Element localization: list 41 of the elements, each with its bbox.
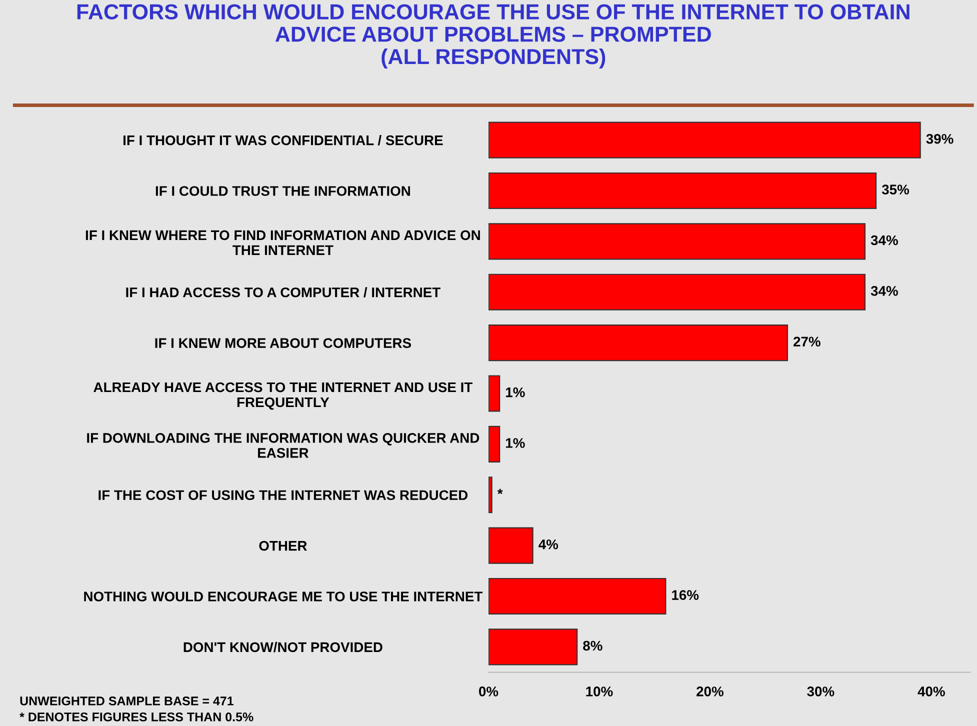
bar	[488, 628, 578, 666]
bar	[488, 527, 534, 564]
data-label: 8%	[583, 640, 602, 651]
bar	[488, 172, 877, 210]
y-tick-label: OTHER	[259, 540, 307, 551]
y-tick-label: IF I HAD ACCESS TO A COMPUTER / INTERNET	[126, 287, 440, 298]
y-tick-label: IF THE COST OF USING THE INTERNET WAS REDUCED	[98, 490, 468, 500]
data-label: 1%	[506, 387, 525, 398]
x-tick-label: 10%	[586, 686, 613, 696]
y-tick-label: IF DOWNLOADING THE INFORMATION WAS QUICKER AND EASIER	[87, 433, 480, 458]
x-tick-label: 0%	[479, 686, 498, 696]
y-tick-label: NOTHING WOULD ENCOURAGE ME TO USE THE INTERNET	[84, 592, 483, 602]
text: * DENOTES FIGURES LESS THAN 0.5%	[20, 712, 254, 722]
data-label: *	[497, 488, 503, 494]
data-label: 34%	[870, 235, 898, 246]
data-label: 39%	[926, 134, 954, 144]
y-tick-label: ALREADY HAVE ACCESS TO THE INTERNET AND USE IT FREQUENTLY	[94, 382, 473, 410]
data-label: 35%	[882, 184, 910, 194]
data-label: 4%	[538, 539, 558, 550]
x-tick-label: 30%	[807, 686, 834, 696]
bar	[488, 578, 666, 615]
bar	[488, 324, 788, 362]
data-label: 27%	[794, 336, 820, 347]
data-label: 16%	[672, 590, 699, 600]
bar	[488, 426, 500, 462]
x-tick-label: 40%	[918, 686, 945, 696]
bar	[488, 122, 921, 158]
text: UNWEIGHTED SAMPLE BASE = 471	[20, 696, 234, 706]
y-tick-label: IF I THOUGHT IT WAS CONFIDENTIAL / SECURE	[124, 135, 443, 146]
x-tick-label: 20%	[696, 686, 724, 696]
data-label: 34%	[870, 286, 898, 296]
y-tick-label: IF I KNEW MORE ABOUT COMPUTERS	[155, 338, 411, 348]
bar	[488, 476, 492, 514]
y-tick-label: IF I KNEW WHERE TO FIND INFORMATION AND ADVICE ON THE INTERNET	[86, 230, 480, 255]
bar	[488, 375, 500, 412]
y-tick-label: DON'T KNOW/NOT PROVIDED	[184, 642, 382, 652]
data-label: 1%	[506, 438, 525, 448]
y-tick-label: IF I COULD TRUST THE INFORMATION	[156, 186, 410, 196]
chart-title: FACTORS WHICH WOULD ENCOURAGE THE USE OF THE INTERNET TO OBTAIN ADVICE ABOUT PROBLEMS – PROMPTED (ALL RESPONDENTS)	[77, 4, 910, 69]
bar	[488, 274, 866, 310]
bar	[488, 223, 866, 260]
